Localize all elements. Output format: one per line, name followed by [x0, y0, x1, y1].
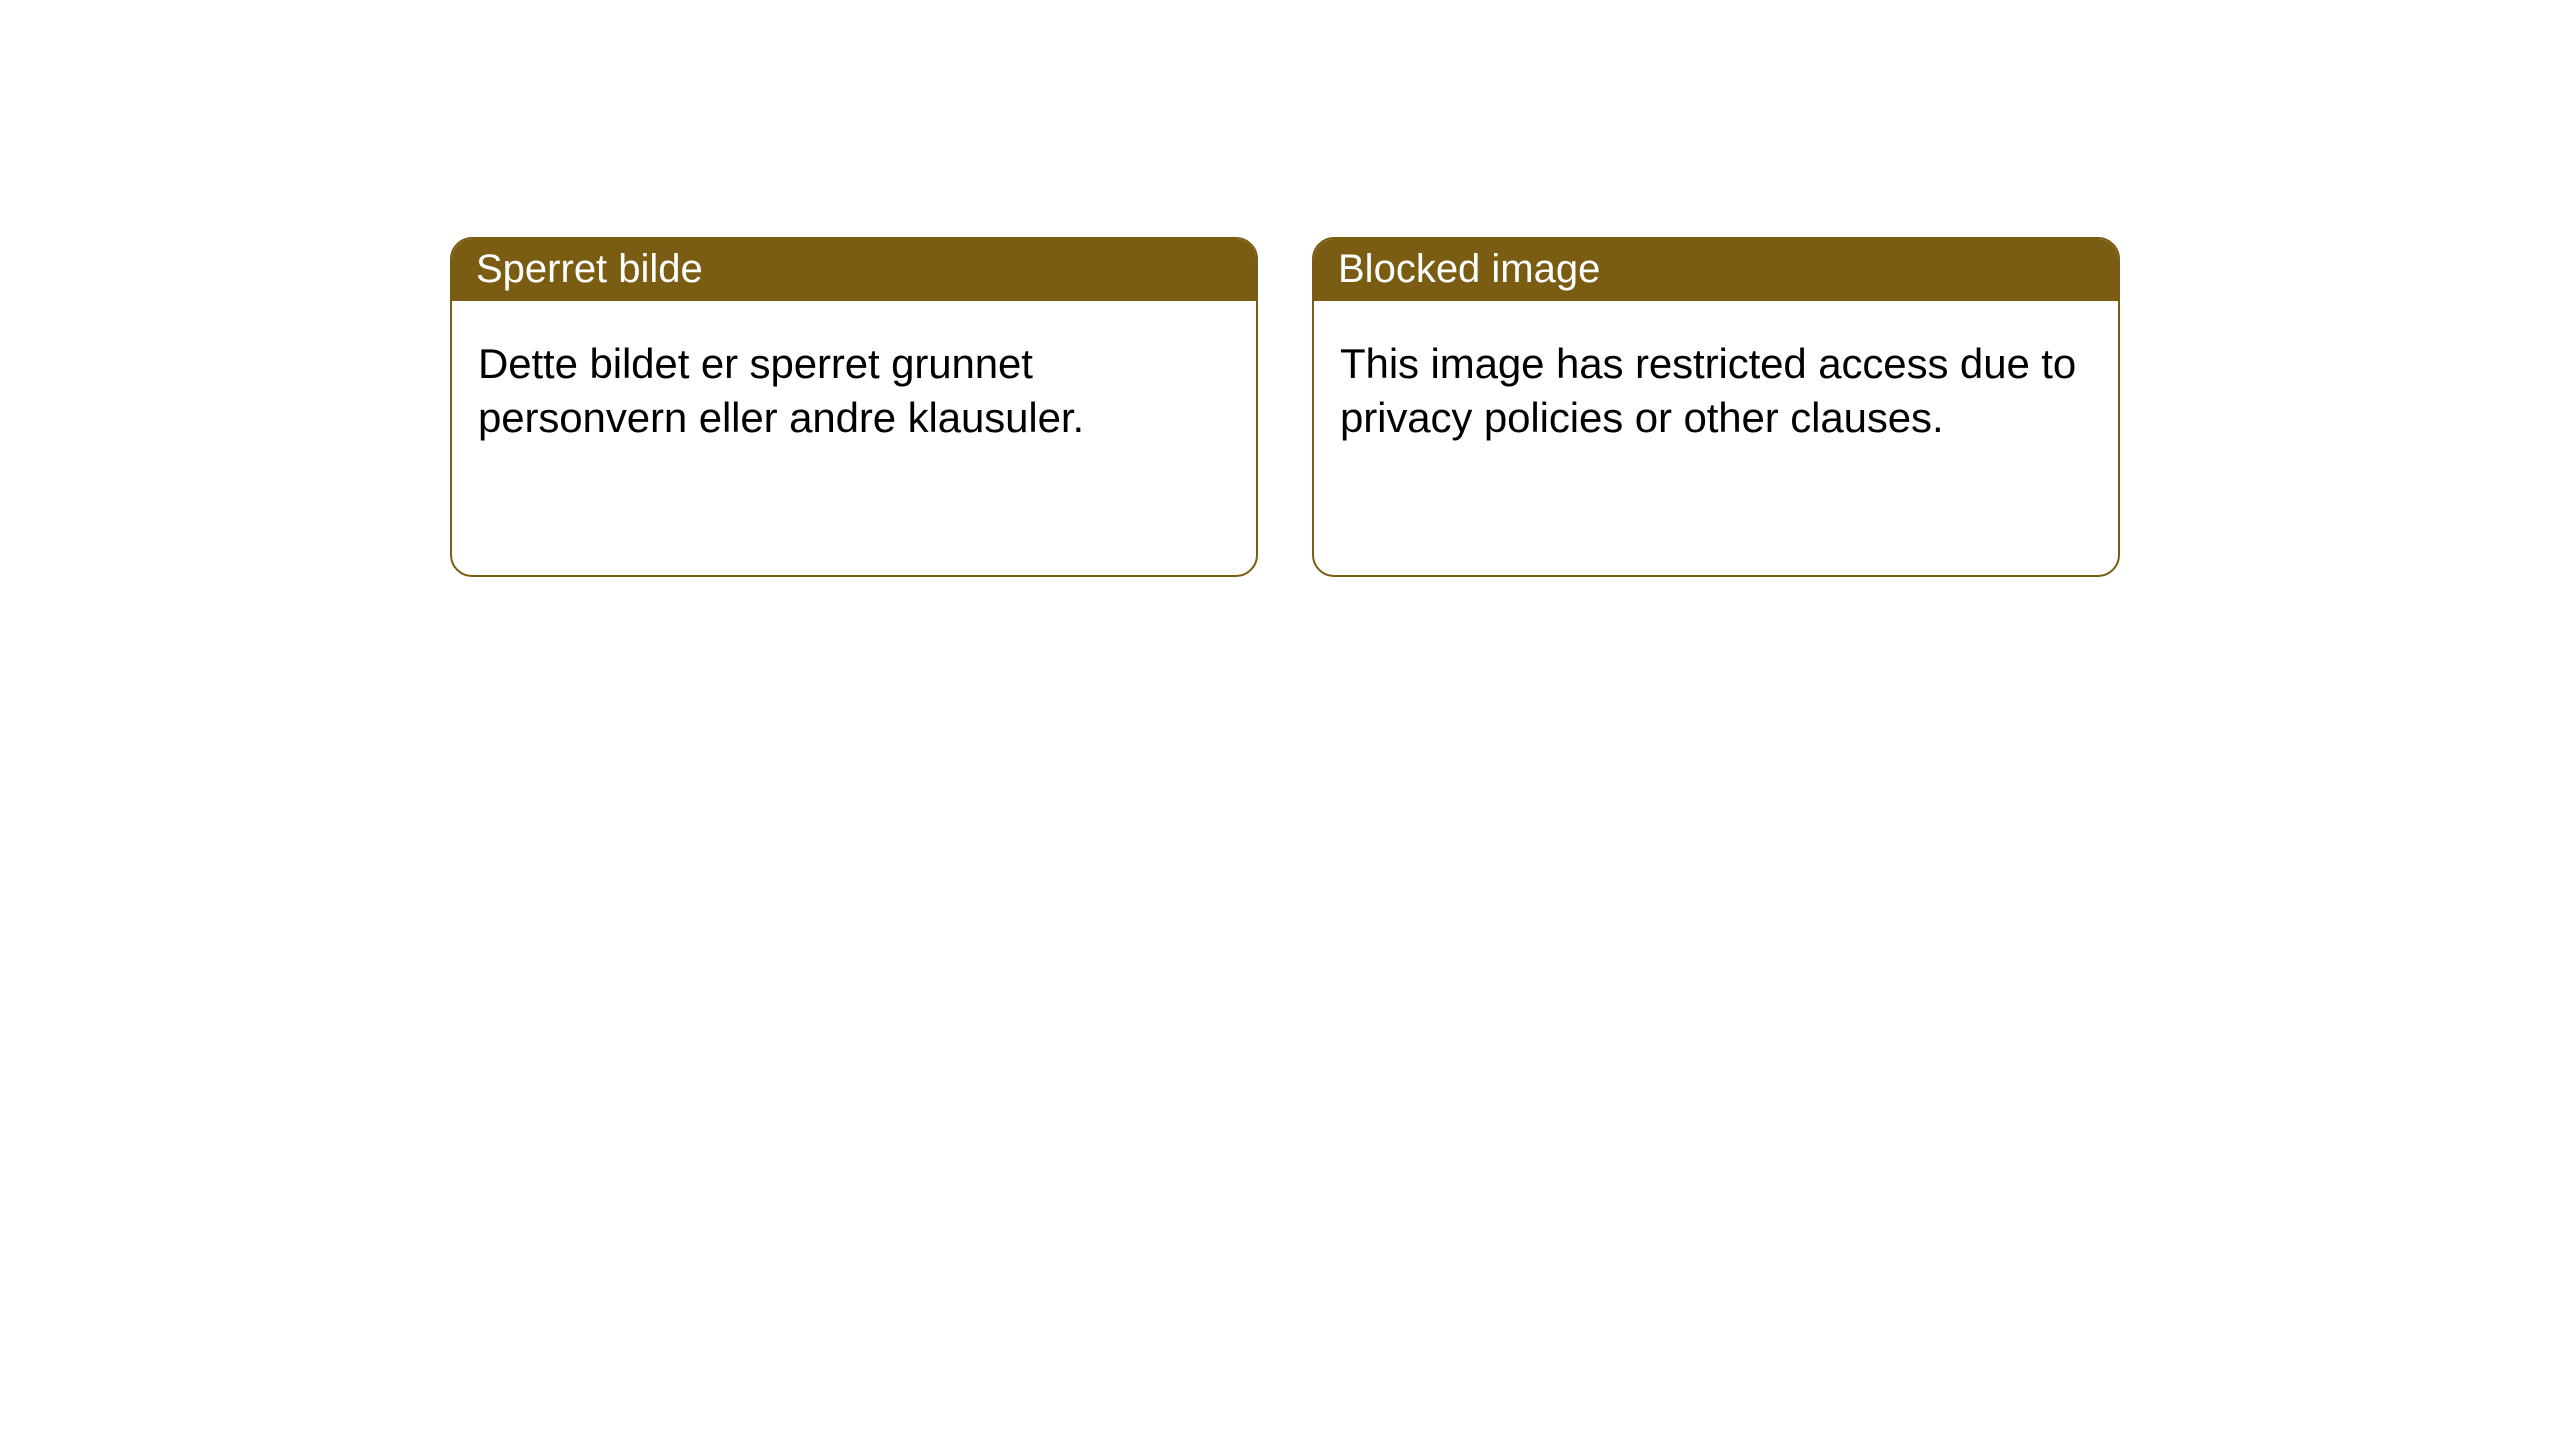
notice-card-title: Blocked image — [1314, 239, 2118, 301]
notice-card-english: Blocked image This image has restricted … — [1312, 237, 2120, 577]
notice-card-body: This image has restricted access due to … — [1314, 301, 2118, 471]
notice-card-title: Sperret bilde — [452, 239, 1256, 301]
notice-card-body: Dette bildet er sperret grunnet personve… — [452, 301, 1256, 471]
notice-card-norwegian: Sperret bilde Dette bildet er sperret gr… — [450, 237, 1258, 577]
notice-cards-row: Sperret bilde Dette bildet er sperret gr… — [450, 237, 2120, 577]
